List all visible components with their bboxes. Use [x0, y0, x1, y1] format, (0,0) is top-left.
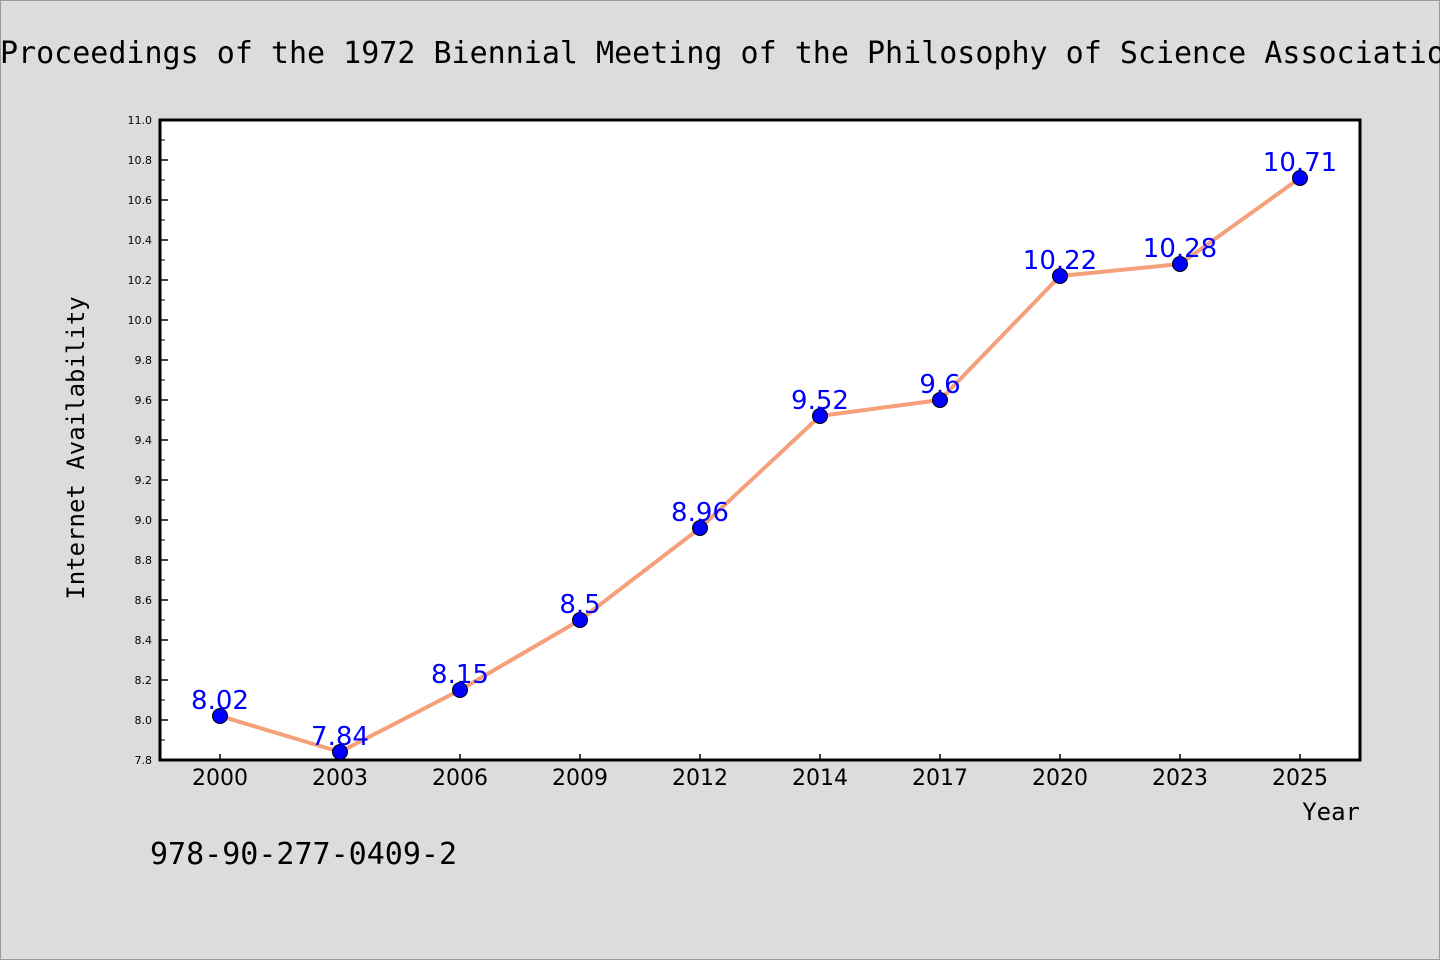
y-tick-label: 11.0 — [128, 114, 153, 127]
x-tick-label: 2003 — [312, 766, 368, 791]
data-point — [932, 392, 948, 408]
x-axis-label: Year — [1302, 798, 1360, 826]
x-tick-label: 2006 — [432, 766, 488, 791]
x-tick-label: 2012 — [672, 766, 728, 791]
data-point — [1052, 268, 1068, 284]
y-tick-label: 8.2 — [135, 674, 153, 687]
data-point — [1172, 256, 1188, 272]
data-point — [1292, 170, 1308, 186]
data-label: 10.22 — [1023, 246, 1097, 276]
data-label: 7.84 — [311, 722, 369, 752]
y-tick-label: 8.8 — [135, 554, 153, 567]
y-axis-label: Internet Availability — [62, 296, 90, 599]
x-tick-label: 2014 — [792, 766, 848, 791]
data-label: 9.52 — [791, 386, 849, 416]
data-label: 8.15 — [431, 660, 489, 690]
y-tick-label: 9.4 — [135, 434, 153, 447]
data-labels: 8.02 7.84 8.15 8.5 8.96 9.52 9.6 10.22 10.28 10.7… — [191, 148, 1337, 752]
y-tick-label: 8.6 — [135, 594, 153, 607]
plot-area — [158, 118, 1362, 762]
footnote-isbn: 978-90-277-0409-2 — [150, 837, 457, 872]
x-tick-label: 2009 — [552, 766, 608, 791]
x-tick-label: 2000 — [192, 766, 248, 791]
x-tick-label: 2020 — [1032, 766, 1088, 791]
y-tick-label: 7.8 — [135, 754, 153, 767]
x-tick-label: 2023 — [1152, 766, 1208, 791]
data-label: 8.02 — [191, 686, 249, 716]
data-label: 9.6 — [919, 370, 960, 400]
y-tick-label: 10.6 — [128, 194, 153, 207]
y-tick-label: 10.0 — [128, 314, 153, 327]
chart-title: Proceedings of the 1972 Biennial Meeting… — [0, 36, 1440, 71]
data-point — [452, 682, 468, 698]
data-point — [572, 612, 588, 628]
series-line — [219, 176, 1302, 754]
data-label: 8.96 — [671, 498, 729, 528]
data-point — [812, 408, 828, 424]
data-point — [212, 708, 228, 724]
data-label: 8.5 — [559, 590, 600, 620]
y-tick-label: 8.4 — [135, 634, 153, 647]
data-point — [332, 744, 348, 760]
y-tick-label: 9.0 — [135, 514, 153, 527]
data-label: 10.71 — [1263, 148, 1337, 178]
y-axis: 7.8 8.0 8.2 8.4 8.6 8.8 9.0 9.2 9.4 9.6 9.8 10.0 10.… — [128, 114, 168, 767]
x-tick-label: 2017 — [912, 766, 968, 791]
x-tick-label: 2025 — [1272, 766, 1328, 791]
data-point — [692, 520, 708, 536]
y-tick-label: 10.2 — [128, 274, 153, 287]
y-tick-label: 10.4 — [128, 234, 153, 247]
y-tick-label: 8.0 — [135, 714, 153, 727]
data-markers — [212, 170, 1308, 760]
y-tick-label: 9.2 — [135, 474, 153, 487]
data-label: 10.28 — [1143, 234, 1217, 264]
y-tick-label: 10.8 — [128, 154, 153, 167]
y-tick-label: 9.6 — [135, 394, 153, 407]
y-tick-label: 9.8 — [135, 354, 153, 367]
x-axis: 2000 2003 2006 2009 2012 2014 2017 2020 2023 2025 — [192, 754, 1328, 791]
